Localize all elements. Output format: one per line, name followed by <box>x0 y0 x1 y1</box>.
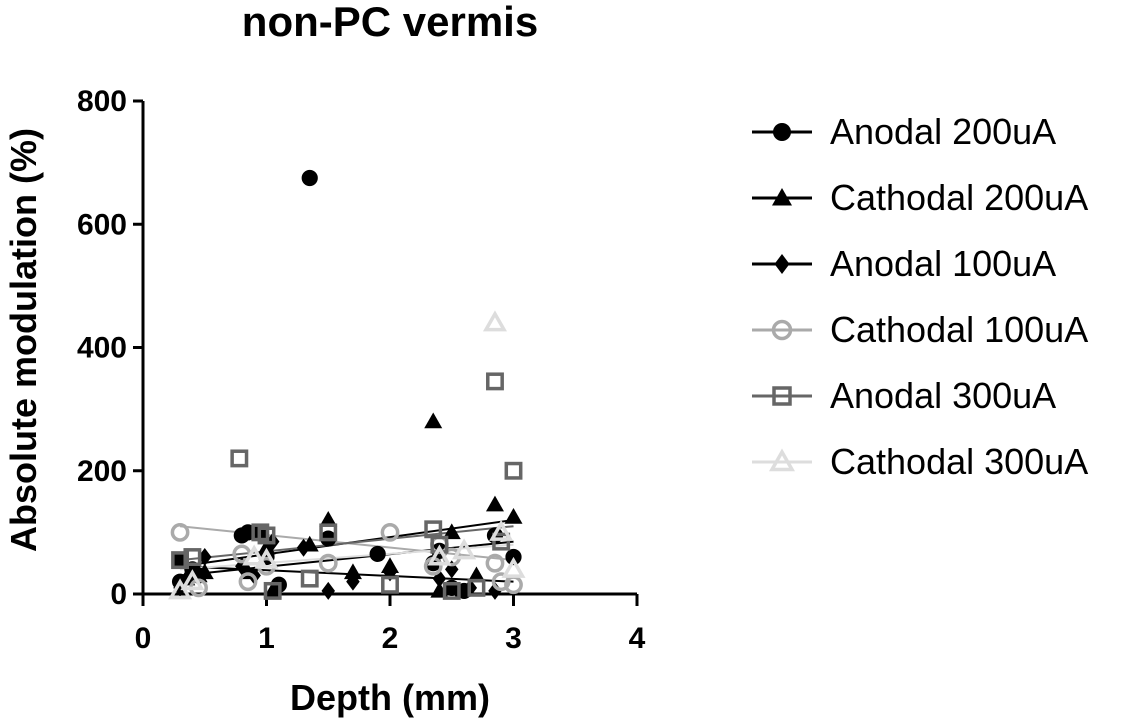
data-point-series-4 <box>430 535 449 554</box>
y-tick-label: 400 <box>77 332 127 365</box>
x-tick-label: 4 <box>629 622 646 655</box>
data-point-series-5 <box>452 538 477 560</box>
data-point-series-5 <box>427 544 452 566</box>
x-tick-label: 3 <box>505 622 522 655</box>
data-point-series-3 <box>318 553 338 573</box>
data-point-series-1 <box>485 495 504 512</box>
data-point-series-4 <box>257 526 276 545</box>
y-tick-label: 800 <box>77 85 127 118</box>
data-point-series-5 <box>482 310 507 332</box>
axes: 0 200 400 600 800 0 1 2 3 4 <box>77 85 646 655</box>
fit-lines <box>179 519 514 583</box>
legend-marker <box>772 386 792 406</box>
data-point-series-4 <box>319 523 338 542</box>
data-point-series-4 <box>263 581 282 600</box>
data-point-series-4 <box>504 461 523 480</box>
data-point-series-3 <box>238 572 258 592</box>
data-point-series-0 <box>301 169 318 187</box>
data-point-series-0 <box>369 545 386 563</box>
data-point-series-1 <box>263 581 282 598</box>
data-point-series-2 <box>321 581 335 600</box>
data-point-series-3 <box>485 553 505 573</box>
data-point-series-1 <box>195 563 214 580</box>
legend-label: Anodal 100uA <box>830 243 1056 284</box>
legend-marker <box>774 254 790 274</box>
data-point-series-4 <box>183 548 202 566</box>
data-point-series-4 <box>486 372 504 391</box>
y-tick-label: 600 <box>77 208 127 241</box>
x-axis-label: Depth (mm) <box>290 677 490 718</box>
legend-label: Cathodal 300uA <box>830 441 1088 482</box>
data-point-series-3 <box>170 522 190 542</box>
data-point-series-2 <box>488 581 502 600</box>
data-point-series-1 <box>319 511 338 527</box>
data-point-series-4 <box>300 569 319 588</box>
x-tick-label: 2 <box>382 622 399 655</box>
legend-label: Anodal 300uA <box>830 375 1056 416</box>
data-point-series-1 <box>424 412 443 429</box>
legend-marker <box>773 123 791 141</box>
data-point-series-2 <box>198 548 212 567</box>
data-point-series-4 <box>492 532 511 551</box>
data-points <box>168 169 526 600</box>
data-point-series-4 <box>171 551 190 570</box>
data-point-series-2 <box>173 578 187 597</box>
data-point-series-4 <box>442 581 461 600</box>
data-point-series-4 <box>230 449 249 468</box>
legend-label: Cathodal 100uA <box>830 309 1088 350</box>
data-point-series-5 <box>254 547 279 569</box>
x-tick-label: 1 <box>258 622 275 655</box>
x-tick-label: 0 <box>135 622 152 655</box>
fit-line-series-0 <box>179 540 514 577</box>
data-point-series-4 <box>381 575 399 594</box>
chart-title: non-PC vermis <box>242 0 538 45</box>
data-point-series-2 <box>346 572 360 591</box>
legend-label: Anodal 200uA <box>830 111 1056 152</box>
legend-marker <box>772 188 792 206</box>
legend-label: Cathodal 200uA <box>830 177 1088 218</box>
data-point-series-3 <box>380 522 400 542</box>
legend-marker <box>768 448 796 472</box>
fit-line-series-5 <box>179 543 514 571</box>
data-point-series-5 <box>242 544 267 566</box>
data-point-series-1 <box>343 563 362 580</box>
y-tick-label: 200 <box>77 455 127 488</box>
y-tick-label: 0 <box>110 578 127 611</box>
data-point-series-1 <box>467 566 486 583</box>
data-point-series-3 <box>491 572 511 592</box>
y-axis-label: Absolute modulation (%) <box>3 128 44 552</box>
data-point-series-5 <box>489 519 514 541</box>
legend-marker <box>771 319 793 341</box>
data-point-series-4 <box>467 578 486 597</box>
fit-line-series-2 <box>180 565 514 583</box>
legend: Anodal 200uA Cathodal 200uA Anodal 100uA Ca… <box>752 111 1088 482</box>
data-point-series-5 <box>180 569 205 591</box>
data-point-series-5 <box>501 556 526 578</box>
data-point-series-2 <box>296 538 311 557</box>
data-point-series-1 <box>504 507 523 524</box>
data-point-series-1 <box>442 523 461 540</box>
